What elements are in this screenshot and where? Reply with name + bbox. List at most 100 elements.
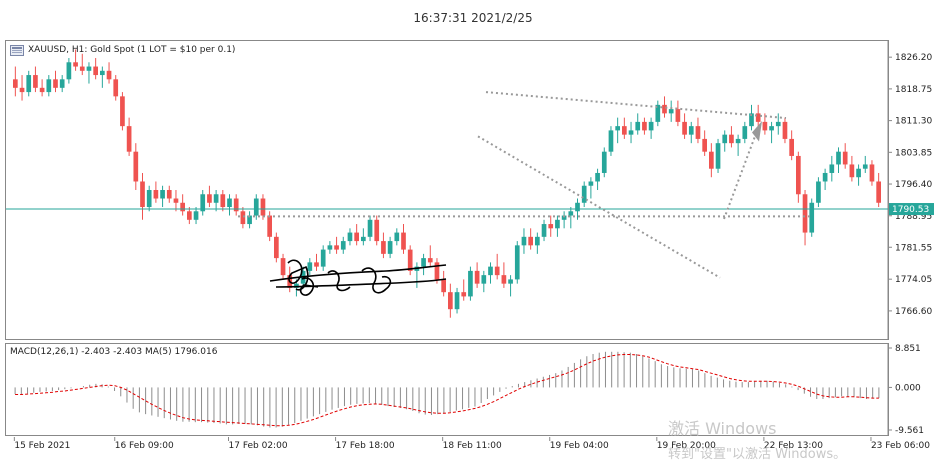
candle-body bbox=[695, 126, 701, 139]
candle-body bbox=[26, 75, 32, 93]
candle-body bbox=[816, 181, 821, 203]
candle-body bbox=[541, 224, 547, 237]
candle-body bbox=[809, 202, 815, 233]
candle-body bbox=[769, 126, 774, 131]
candle-body bbox=[508, 279, 513, 284]
price-tick-label: 1766.60 bbox=[895, 307, 932, 317]
candle-body bbox=[842, 151, 848, 165]
candle-body bbox=[367, 219, 373, 237]
chart-symbol-label: XAUUSD, H1: Gold Spot (1 LOT = $10 per 0… bbox=[28, 45, 236, 55]
candle-body bbox=[796, 155, 801, 195]
candle-body bbox=[267, 215, 272, 237]
candle-body bbox=[374, 219, 380, 242]
candle-body bbox=[327, 245, 333, 250]
candle-body bbox=[260, 198, 266, 216]
macd-tick-label: 8.851 bbox=[895, 344, 921, 354]
time-tick-label: 15 Feb 2021 bbox=[14, 441, 70, 451]
candle-body bbox=[93, 66, 98, 76]
candle-body bbox=[762, 121, 768, 131]
chart-menu-icon-shape bbox=[10, 45, 24, 56]
candle-body bbox=[635, 121, 641, 131]
time-axis: 15 Feb 2021 16 Feb 09:00 17 Feb 02:00 17 Fe… bbox=[13, 437, 930, 451]
candle-body bbox=[755, 113, 761, 122]
handwritten-signature bbox=[361, 267, 392, 294]
candle-body bbox=[434, 262, 440, 280]
macd-panel[interactable]: MACD(12,26,1) -2.403 -2.403 MA(5) 1796.0… bbox=[5, 343, 924, 436]
candle-body bbox=[836, 151, 841, 165]
candle-body bbox=[615, 126, 620, 131]
handwritten-signature bbox=[275, 278, 447, 288]
candle-body bbox=[642, 121, 647, 131]
candle-body bbox=[347, 232, 353, 242]
candle-body bbox=[548, 224, 554, 229]
candle-body bbox=[588, 181, 594, 186]
chart-menu-icon[interactable] bbox=[10, 45, 24, 56]
projection-arrow-head bbox=[752, 121, 762, 142]
candle-body bbox=[421, 258, 426, 267]
time-tick-label: 23 Feb 06:00 bbox=[871, 441, 930, 451]
time-tick-label: 16 Feb 09:00 bbox=[115, 441, 174, 451]
activate-windows-watermark: 激活 Windows bbox=[668, 419, 777, 438]
candle-body bbox=[729, 134, 734, 144]
price-tick-label: 1826.20 bbox=[895, 53, 932, 63]
candle-body bbox=[280, 258, 286, 276]
price-tick-label: 1796.40 bbox=[895, 180, 932, 190]
candle-body bbox=[688, 126, 694, 135]
candle-body bbox=[140, 181, 145, 208]
candle-body bbox=[233, 198, 239, 212]
candle-body bbox=[106, 70, 112, 80]
candle-body bbox=[113, 79, 119, 97]
candle-body bbox=[66, 62, 72, 80]
timestamp: 16:37:31 2021/2/25 bbox=[413, 11, 533, 25]
time-tick-label: 18 Feb 11:00 bbox=[443, 441, 502, 451]
candle-body bbox=[869, 164, 875, 182]
candle-body bbox=[555, 219, 560, 229]
candle-body bbox=[320, 249, 326, 267]
candle-body bbox=[13, 79, 18, 88]
candle-body bbox=[655, 104, 661, 122]
candle-body bbox=[876, 181, 881, 203]
candle-body bbox=[775, 121, 781, 127]
candle-body bbox=[481, 275, 487, 284]
candle-body bbox=[782, 121, 788, 139]
candle-body bbox=[528, 236, 533, 246]
candle-body bbox=[187, 211, 192, 220]
candle-body bbox=[595, 172, 600, 182]
candle-body bbox=[240, 211, 246, 225]
candle-body bbox=[735, 138, 741, 144]
candle-body bbox=[314, 262, 319, 267]
candle-body bbox=[862, 164, 868, 169]
candle-body bbox=[73, 62, 78, 67]
time-tick-label: 17 Feb 18:00 bbox=[336, 441, 395, 451]
candle-body bbox=[220, 194, 226, 208]
candle-body bbox=[682, 121, 687, 135]
candle-body bbox=[274, 236, 279, 259]
candle-body bbox=[802, 194, 808, 233]
candle-body bbox=[213, 194, 219, 203]
macd-tick-label: 0.000 bbox=[895, 383, 921, 393]
candle-body bbox=[668, 109, 674, 114]
candle-body bbox=[742, 126, 748, 139]
candle-body bbox=[253, 198, 259, 216]
handwritten-signature bbox=[287, 259, 309, 291]
candle-body bbox=[829, 164, 835, 173]
candle-body bbox=[494, 266, 500, 276]
candle-body bbox=[501, 275, 507, 284]
candle-body bbox=[193, 211, 199, 220]
price-chart-panel[interactable]: XAUUSD, H1: Gold Spot (1 LOT = $10 per 0… bbox=[5, 40, 934, 340]
candle-body bbox=[822, 172, 828, 182]
candle-body bbox=[474, 270, 480, 284]
candle-body bbox=[561, 215, 567, 220]
candle-body bbox=[387, 241, 393, 254]
price-tick-label: 1803.85 bbox=[895, 148, 932, 158]
candle-body bbox=[180, 202, 185, 212]
candle-body bbox=[722, 134, 728, 144]
candle-body bbox=[146, 190, 152, 208]
candle-body bbox=[407, 249, 413, 271]
current-price-label: 1790.53 bbox=[892, 205, 929, 215]
price-tick-label: 1811.30 bbox=[895, 117, 932, 127]
candle-body bbox=[568, 211, 574, 216]
candle-body bbox=[662, 104, 667, 114]
candle-body bbox=[648, 121, 654, 131]
candle-body bbox=[133, 151, 139, 182]
